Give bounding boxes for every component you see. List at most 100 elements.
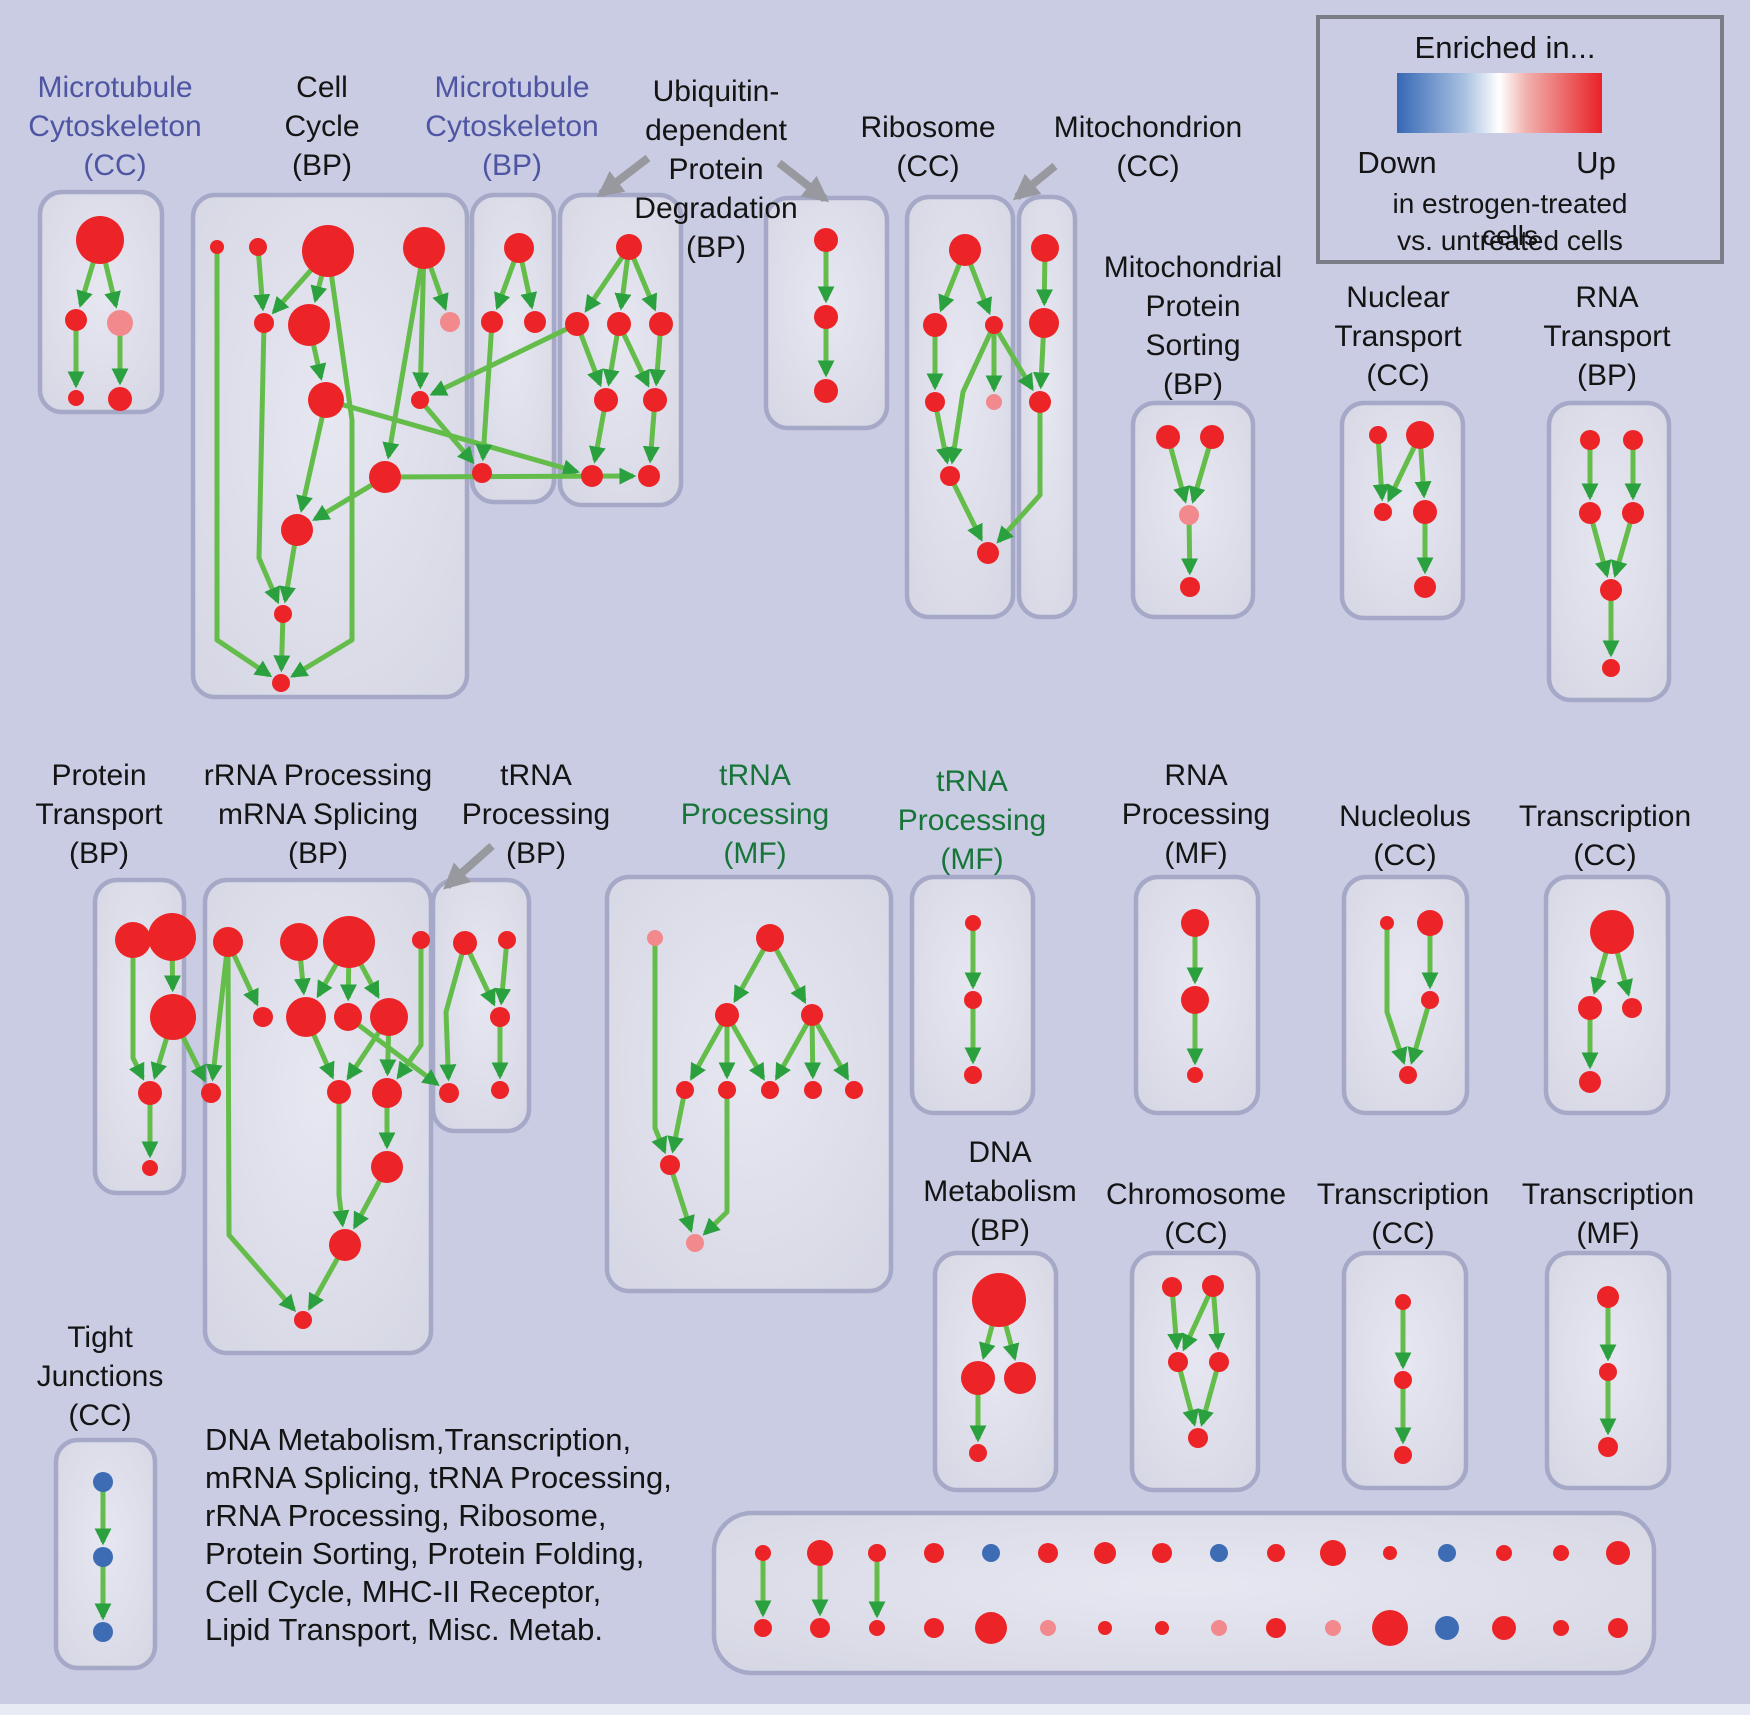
edge-arrow <box>947 474 984 542</box>
label-rrna-processing-mrna-splicing-bp: rRNA Processing mRNA Splicing (BP) <box>204 756 432 873</box>
label-line: Processing <box>680 798 830 831</box>
label-transcription-cc-mid: Transcription (CC) <box>1519 797 1691 875</box>
go-term-node <box>403 227 445 269</box>
edge-arrow <box>273 613 291 673</box>
label-rna-processing-mf: RNA Processing (MF) <box>1122 756 1270 873</box>
go-term-node <box>1598 1437 1618 1457</box>
go-term-node <box>1579 1071 1601 1093</box>
label-line: (BP) <box>685 231 746 264</box>
edge-arrow <box>809 1013 850 1081</box>
label-line: mRNA Splicing <box>217 798 419 831</box>
go-term-node <box>718 1081 736 1099</box>
label-line: rRNA Processing <box>203 759 433 792</box>
label-line: (BP) <box>287 837 348 870</box>
go-term-node <box>1435 1616 1459 1640</box>
go-term-node <box>1597 1286 1619 1308</box>
legend-subtitle-2: vs. untreated cells <box>1397 225 1623 256</box>
go-term-node <box>754 1619 772 1637</box>
go-term-node <box>76 216 124 264</box>
go-term-node <box>150 994 196 1040</box>
label-line: Cycle <box>284 110 360 143</box>
go-term-node <box>1156 425 1180 449</box>
edge-arrow <box>253 246 271 312</box>
edge-arrow <box>1197 1361 1222 1427</box>
go-term-node <box>1188 1428 1208 1448</box>
ubiquitin-right-pointer-icon <box>776 159 830 203</box>
legend-down-label: Down <box>1357 145 1437 180</box>
go-term-node <box>1622 998 1642 1018</box>
footnote-line: rRNA Processing, Ribosome, <box>205 1498 607 1533</box>
go-term-node <box>412 931 430 949</box>
go-term-node <box>1599 1363 1617 1381</box>
label-line: Mitochondrial <box>1103 251 1283 284</box>
footnote-line: Cell Cycle, MHC-II Receptor, <box>205 1574 602 1609</box>
label-mitochondrial-protein-sorting-bp: Mitochondrial Protein Sorting (BP) <box>1104 248 1282 404</box>
edge-arrow <box>774 1013 815 1081</box>
chromosome-box <box>1129 1250 1261 1493</box>
go-term-node <box>440 312 460 332</box>
label-chromosome-cc: Chromosome (CC) <box>1106 1175 1286 1253</box>
label-line: Protein <box>51 759 147 792</box>
go-term-node <box>969 1444 987 1462</box>
label-line: (CC) <box>1371 1217 1435 1250</box>
label-line: (CC) <box>896 150 960 183</box>
edge-arrow <box>724 1013 766 1081</box>
label-line: tRNA <box>719 759 791 792</box>
mitochondrion-pointer-icon <box>1012 162 1058 201</box>
go-term-node <box>1578 996 1602 1020</box>
nucleolus-box <box>1341 874 1470 1116</box>
go-term-node <box>1180 577 1200 597</box>
figure-bottom-edge <box>0 1704 1750 1715</box>
go-term-node <box>93 1472 113 1492</box>
label-line: Ubiquitin- <box>652 75 780 108</box>
go-term-node <box>1038 1543 1058 1563</box>
transcription-cc-bottom-box <box>1341 1250 1469 1491</box>
go-term-node <box>491 1081 509 1099</box>
go-term-node <box>1155 1621 1169 1635</box>
label-line: (MF) <box>1164 837 1228 870</box>
label-transcription-cc-bottom: Transcription (CC) <box>1317 1175 1489 1253</box>
go-term-node <box>1579 502 1601 524</box>
label-nuclear-transport-cc: Nuclear Transport (CC) <box>1334 278 1461 395</box>
go-term-node <box>1369 426 1387 444</box>
edge-arrow <box>214 247 273 678</box>
go-term-node <box>807 1540 833 1566</box>
label-line: (BP) <box>1162 368 1223 401</box>
label-line: (CC) <box>1116 150 1180 183</box>
go-term-node <box>964 991 982 1009</box>
go-term-node <box>213 927 243 957</box>
edge-arrow <box>1407 999 1433 1065</box>
go-term-node <box>1267 1544 1285 1562</box>
go-term-node <box>1200 425 1224 449</box>
label-line: (MF) <box>723 837 787 870</box>
go-term-node <box>370 998 408 1036</box>
go-term-node <box>924 1618 944 1638</box>
nuclear-transport-box <box>1339 400 1466 621</box>
go-term-node <box>581 465 603 487</box>
go-term-node <box>1623 430 1643 450</box>
go-term-node <box>975 1612 1007 1644</box>
edge-arrow <box>429 321 579 397</box>
edge-arrow <box>932 401 953 465</box>
go-term-node <box>977 542 999 564</box>
label-line: tRNA <box>936 765 1008 798</box>
go-term-node <box>1414 576 1436 598</box>
go-term-node <box>1320 1540 1346 1566</box>
go-term-node <box>1211 1620 1227 1636</box>
edge-arrow <box>651 938 668 1155</box>
go-term-node <box>1181 986 1209 1014</box>
label-line: Processing <box>1121 798 1271 831</box>
label-transcription-mf: Transcription (MF) <box>1522 1175 1694 1253</box>
go-term-node <box>676 1081 694 1099</box>
dna-metabolism-box <box>932 1250 1059 1493</box>
misc-clusters-box <box>711 1510 1657 1676</box>
go-term-node <box>1004 1362 1036 1394</box>
edge-arrow <box>996 402 1043 544</box>
label-line: Ribosome <box>860 111 996 144</box>
rna-transport-box <box>1546 400 1672 703</box>
go-term-node <box>869 1620 885 1636</box>
edge-arrow <box>225 941 297 1313</box>
edge-arrow <box>1372 434 1390 502</box>
